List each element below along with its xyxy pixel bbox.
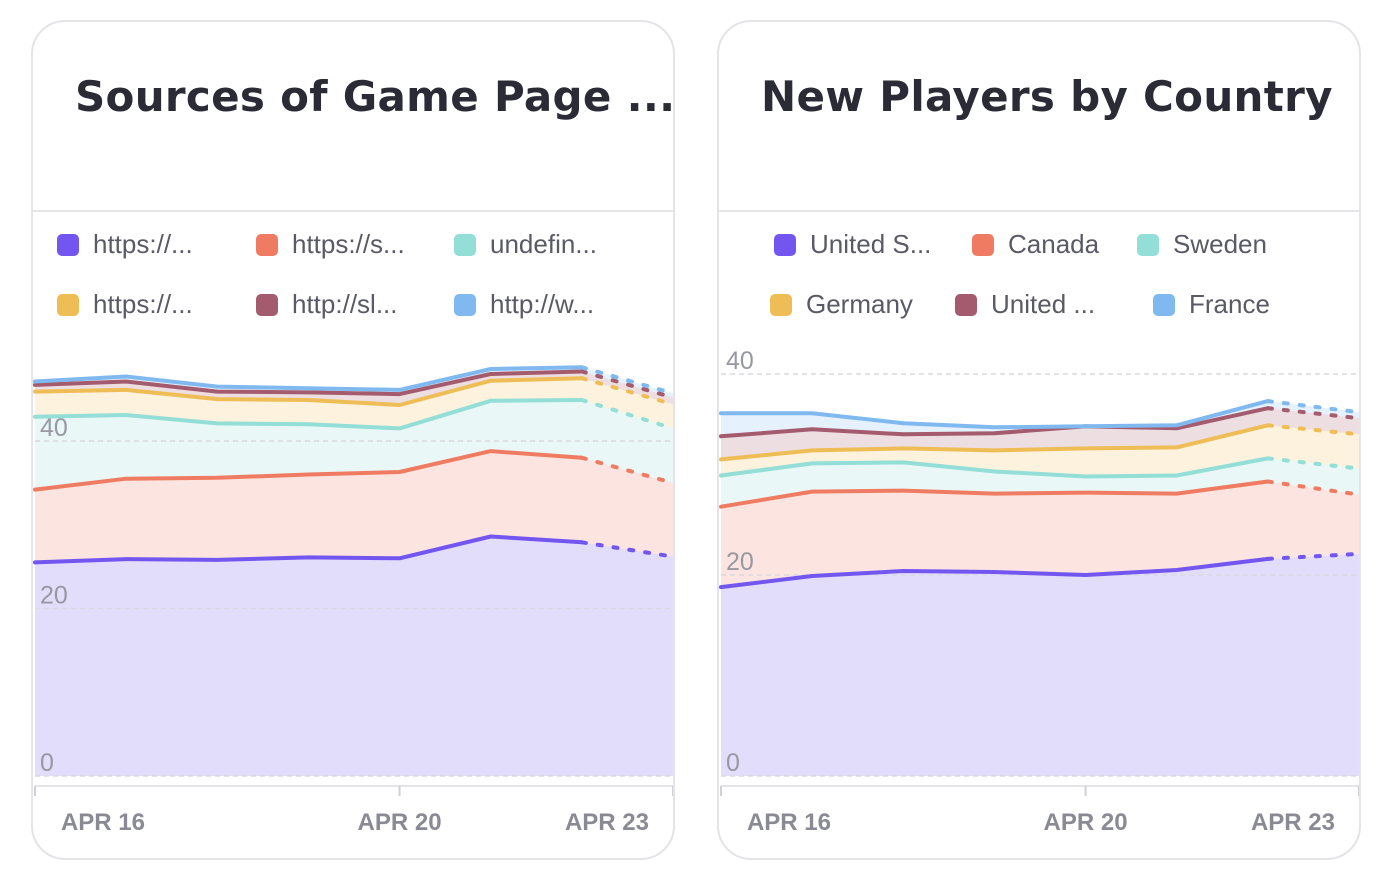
series-area [721,481,1359,588]
legend-swatch [955,293,977,316]
series-line-incomplete [579,398,673,431]
x-tick-label: APR 20 [358,809,442,836]
legend-swatch [972,233,994,256]
series-line [33,398,584,431]
divider [33,210,673,212]
series-line-incomplete [1265,406,1359,421]
legend-swatch [1137,233,1159,256]
legend-swatch [256,233,278,256]
series-line [719,399,1270,430]
x-tick-label: APR 23 [565,809,649,836]
series-area [35,536,673,776]
chart-plot[interactable]: 0 20 40 APR 16 APR 20 APR 23 [719,22,1359,858]
legend-swatch [770,293,792,316]
chart-title[interactable]: New Players by Country [761,72,1333,121]
legend-label: https://s... [292,229,405,259]
series-line-incomplete [579,376,673,407]
legend-swatch [57,293,79,316]
series-area [721,408,1359,460]
legend-item[interactable]: Sweden [1137,229,1267,260]
legend-label: https://... [93,229,193,259]
y-tick-label: 20 [40,582,68,610]
series-line [33,449,584,492]
series-line [33,365,584,392]
series-line [33,376,584,407]
y-tick-label: 0 [40,749,54,777]
legend-swatch [256,293,278,316]
series-area [721,458,1359,507]
series-line [33,369,584,397]
x-tick-label: APR 23 [1251,809,1335,836]
legend-item[interactable]: http://sl... [256,289,398,320]
legend-label: United ... [991,289,1096,319]
series-line [719,423,1270,462]
series-line-incomplete [579,540,673,559]
legend: United S... Canada Sweden Germany United… [719,212,1359,332]
series-line-incomplete [1265,423,1359,437]
legend-label: France [1189,289,1270,319]
legend-label: Canada [1008,229,1100,259]
legend-label: https://... [93,289,193,319]
x-tick-label: APR 16 [61,809,145,836]
legend-label: http://w... [490,289,595,319]
series-line-incomplete [1265,479,1359,497]
legend-item[interactable]: http://w... [454,289,594,320]
legend-label: Sweden [1173,229,1267,259]
x-tick-label: APR 20 [1044,809,1128,836]
legend-item[interactable]: Canada [972,229,1099,260]
series-line-incomplete [1265,551,1359,561]
legend-label: undefin... [490,229,597,259]
y-tick-label: 0 [726,749,740,777]
legend-item[interactable]: https://s... [256,229,405,260]
legend-label: United S... [810,229,932,259]
series-line-incomplete [1265,456,1359,471]
legend-swatch [454,293,476,316]
legend-label: Germany [806,289,913,319]
series-line-incomplete [1265,399,1359,415]
chart-title[interactable]: Sources of Game Page ... [75,72,675,121]
x-tick-label: APR 16 [747,809,831,836]
chart-plot[interactable]: 0 20 40 APR 16 APR 20 APR 23 [33,22,673,858]
legend-item[interactable]: https://... [57,289,193,320]
chart-card-new-players: New Players by Country United S... Canad… [717,20,1361,860]
y-tick-label: 40 [40,414,68,442]
series-area [721,553,1359,776]
legend-swatch [454,233,476,256]
legend-item[interactable]: United ... [955,289,1095,320]
legend-swatch [1153,293,1175,316]
legend-item[interactable]: undefin... [454,229,597,260]
series-line [719,479,1270,509]
legend-item[interactable]: https://... [57,229,193,260]
legend-label: http://sl... [292,289,398,319]
series-line [33,534,584,565]
chart-card-sources: Sources of Game Page ... https://... htt… [31,20,675,860]
legend: https://... https://s... undefin... http… [33,212,673,332]
series-line [719,456,1270,479]
legend-item[interactable]: France [1153,289,1270,320]
series-line-incomplete [579,369,673,400]
y-tick-label: 40 [726,347,754,375]
legend-swatch [57,233,79,256]
legend-swatch [774,233,796,256]
series-line [719,406,1270,439]
divider [719,210,1359,212]
y-tick-label: 20 [726,548,754,576]
series-line-incomplete [579,455,673,485]
legend-item[interactable]: Germany [770,289,913,320]
series-line-incomplete [579,365,673,396]
series-area [721,401,1359,437]
legend-item[interactable]: United S... [774,229,931,260]
series-line [719,556,1270,590]
